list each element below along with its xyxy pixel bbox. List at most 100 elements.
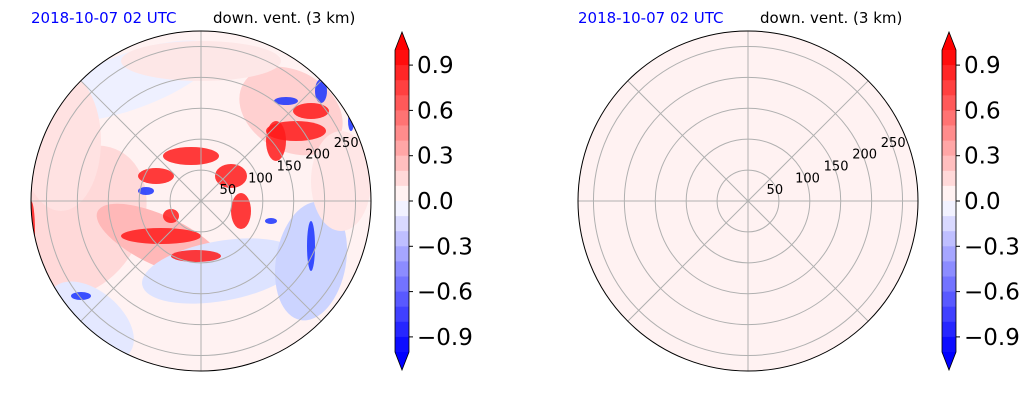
negative-cell: [265, 218, 277, 224]
negative-cell: [138, 187, 154, 195]
colorbar-level: [395, 95, 409, 111]
positive-cell: [293, 103, 329, 119]
colorbar-level: [395, 185, 409, 202]
colorbar-tick-label: −0.3: [417, 234, 473, 260]
colorbar-tick-label: −0.9: [964, 325, 1020, 351]
colorbar-tick-label: 0.3: [964, 144, 1001, 170]
grid-spoke: [80, 80, 202, 202]
colorbar-tick-label: −0.6: [417, 280, 473, 306]
radial-tick-label: 150: [824, 160, 849, 175]
colorbar-outline: [941, 30, 957, 372]
grid-spoke: [747, 200, 869, 322]
colorbar-level: [942, 95, 956, 111]
colorbar-level: [395, 65, 409, 81]
colorbar-level: [942, 276, 956, 293]
positive-cell: [163, 209, 179, 223]
colorbar-level: [942, 65, 956, 81]
field-layer: [31, 40, 371, 361]
colorbar-level: [395, 261, 409, 277]
negative-cell: [315, 79, 327, 103]
colorbar-level: [395, 231, 409, 247]
colorbar-level: [395, 80, 409, 96]
colorbar-extend-min: [395, 352, 409, 370]
radial-tick-label: 200: [305, 148, 330, 163]
colorbar-level: [942, 216, 956, 232]
colorbar-level: [395, 155, 409, 172]
panel-left-date-title: 2018-10-07 02 UTC: [31, 9, 177, 27]
colorbar-level: [395, 276, 409, 293]
radial-tick-label: 50: [220, 183, 237, 198]
colorbar-tick-label: −0.9: [417, 325, 473, 351]
grid-spoke: [200, 80, 322, 202]
panel-right-date-title: 2018-10-07 02 UTC: [578, 9, 724, 27]
radial-tick-label: 250: [881, 136, 906, 151]
field-patch: [31, 71, 101, 211]
positive-cell: [121, 228, 201, 244]
colorbar-extend-max: [942, 32, 956, 50]
colorbar-tick-label: −0.3: [964, 234, 1020, 260]
radial-tick-label: 50: [767, 183, 784, 198]
negative-cell: [307, 221, 315, 271]
colorbar-tick-label: 0.6: [417, 98, 454, 124]
radial-tick-label: 100: [248, 171, 273, 186]
colorbar-level: [395, 125, 409, 142]
colorbar-level: [942, 231, 956, 247]
colorbar-level: [942, 306, 956, 323]
colorbar-right: −0.9 −0.6 −0.3 0.0 0.3 0.6 0.9: [941, 30, 1020, 372]
colorbar-level: [395, 336, 409, 353]
colorbar-tick-label: 0.0: [417, 189, 454, 215]
radial-tick-label: 250: [334, 136, 359, 151]
map-boundary: [30, 30, 372, 372]
panel-left-variable-title: down. vent. (3 km): [213, 9, 355, 27]
colorbar-tick-label: 0.9: [964, 53, 1001, 79]
positive-cell: [215, 164, 247, 188]
colorbar-level: [395, 306, 409, 323]
colorbar-level: [395, 246, 409, 262]
colorbar-level: [942, 80, 956, 96]
colorbar-level: [942, 246, 956, 262]
colorbar-level: [395, 110, 409, 126]
grid-spoke: [200, 200, 322, 322]
grid-spoke: [747, 80, 869, 202]
radial-tick-label: 100: [795, 171, 820, 186]
positive-cell: [163, 147, 219, 165]
colorbar-level: [942, 170, 956, 187]
colorbar-level: [942, 291, 956, 308]
colorbar-level: [395, 201, 409, 217]
colorbar-level: [395, 140, 409, 157]
colorbar-level: [395, 321, 409, 338]
colorbar-level: [942, 201, 956, 217]
colorbar-tick-label: 0.6: [964, 98, 1001, 124]
colorbar-level: [942, 185, 956, 202]
positive-cell: [171, 250, 221, 262]
colorbar-tick-label: 0.3: [417, 144, 454, 170]
colorbar-tick-label: −0.6: [964, 280, 1020, 306]
colorbar-level: [942, 336, 956, 353]
colorbar-level: [942, 110, 956, 126]
colorbar-level: [942, 261, 956, 277]
panel-right-variable-title: down. vent. (3 km): [760, 9, 902, 27]
colorbar-level: [942, 140, 956, 157]
colorbar-left: −0.9 −0.6 −0.3 0.0 0.3 0.6 0.9: [394, 30, 473, 372]
colorbar-outline: [394, 30, 410, 372]
map-boundary: [577, 30, 919, 372]
colorbar-tick-label: 0.0: [964, 189, 1001, 215]
radial-tick-label: 200: [852, 148, 877, 163]
field-patch: [311, 131, 371, 231]
colorbar-level: [395, 50, 409, 66]
colorbar-level: [942, 155, 956, 172]
panel-left: 2018-10-07 02 UTC down. vent. (3 km) 50 1…: [30, 9, 473, 372]
colorbar-tick-label: 0.9: [417, 53, 454, 79]
negative-cell: [274, 97, 298, 105]
positive-cell: [266, 121, 286, 161]
negative-cell: [71, 292, 91, 300]
colorbar-level: [395, 170, 409, 187]
radial-tick-label: 150: [277, 160, 302, 175]
colorbar-extend-min: [942, 352, 956, 370]
colorbar-level: [395, 291, 409, 308]
colorbar-level: [942, 321, 956, 338]
grid-spoke: [627, 80, 749, 202]
positive-cell: [138, 168, 174, 184]
